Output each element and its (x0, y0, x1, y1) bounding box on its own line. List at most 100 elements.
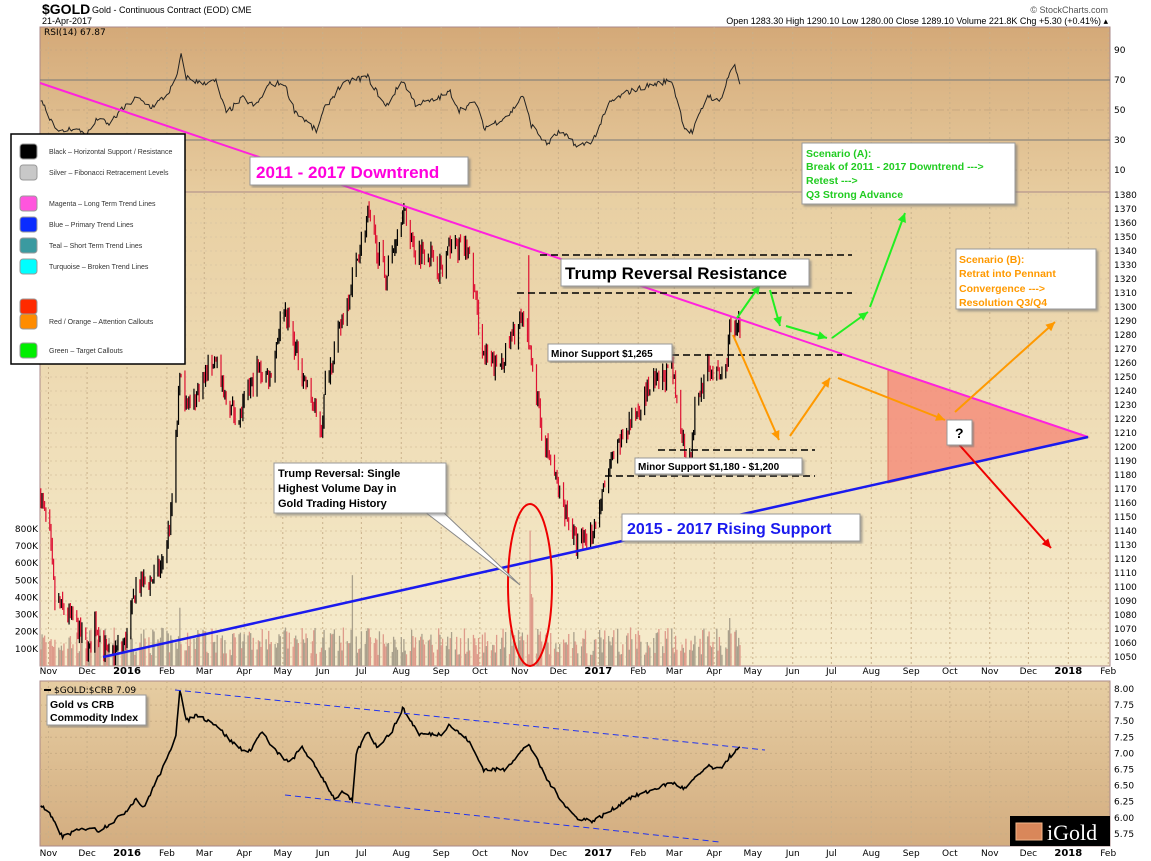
volume-bar (537, 629, 539, 666)
volume-bar (342, 627, 345, 666)
volume-bar (690, 640, 692, 666)
x-tick-label: Nov (511, 849, 529, 859)
ratio-label: $GOLD:$CRB 7.09 (54, 686, 136, 696)
ratio-tick-label: 7.00 (1114, 749, 1134, 759)
volume-bar (166, 630, 168, 666)
volume-bar (517, 630, 520, 666)
volume-bar (69, 636, 72, 666)
volume-bar (492, 644, 494, 666)
volume-bar (346, 641, 348, 666)
volume-bar (607, 635, 610, 666)
price-tick-label: 1380 (1114, 191, 1137, 201)
volume-bar (465, 653, 467, 666)
volume-bar (376, 639, 378, 666)
volume-bar (441, 638, 444, 666)
volume-bar (467, 638, 469, 666)
legend-swatch (19, 195, 38, 212)
volume-bar (176, 648, 178, 666)
volume-bar (546, 632, 548, 666)
volume-bar (689, 649, 691, 666)
volume-bar (140, 633, 142, 666)
svg-text:Retest --->: Retest ---> (806, 175, 858, 187)
stockcharts-credit[interactable]: © StockCharts.com (1030, 5, 1108, 15)
volume-bar (501, 637, 503, 666)
volume-bar (553, 648, 556, 666)
volume-bar (532, 597, 534, 666)
volume-bar (221, 635, 223, 666)
volume-bar (685, 638, 687, 666)
volume-bar (466, 651, 468, 666)
price-tick-label: 1210 (1114, 429, 1137, 439)
volume-bar (508, 654, 511, 666)
ratio-tick-label: 7.75 (1114, 701, 1134, 711)
price-tick-label: 1160 (1114, 499, 1137, 509)
volume-bar (619, 654, 621, 666)
legend-swatch (19, 258, 38, 275)
volume-bar (445, 645, 448, 666)
volume-bars (40, 530, 741, 666)
volume-bar (475, 645, 477, 666)
green-arrow-head (773, 316, 782, 326)
x-tick-label: Feb (1100, 667, 1116, 677)
volume-bar (412, 636, 414, 666)
x-tick-label: May (744, 667, 763, 677)
gold-vs-crb-label: Gold vs CRB Commodity Index (46, 694, 147, 726)
blue-rising-support-line (102, 435, 1089, 659)
igold-logo[interactable]: iGold (1010, 816, 1110, 846)
x-tick-label: Feb (159, 849, 175, 859)
volume-bar (301, 628, 303, 666)
legend-label: Green – Target Callouts (49, 348, 123, 355)
svg-text:Gold Trading History: Gold Trading History (278, 498, 388, 510)
volume-bar (349, 643, 351, 666)
x-tick-label: Feb (159, 667, 175, 677)
volume-bar (730, 633, 732, 666)
volume-bar (391, 651, 393, 666)
price-tick-label: 1110 (1114, 569, 1137, 579)
annotations (39, 82, 1090, 843)
x-tick-label: Sep (433, 667, 450, 677)
volume-tick-label: 300K (15, 611, 39, 621)
volume-bar (604, 630, 606, 666)
volume-spike-circle (507, 503, 553, 667)
volume-bar (535, 653, 538, 666)
svg-text:Trump Reversal: Single: Trump Reversal: Single (278, 468, 400, 480)
x-tick-label: Oct (942, 667, 958, 677)
price-tick-label: 1100 (1114, 583, 1137, 593)
volume-bar (341, 650, 343, 666)
volume-bar (574, 641, 576, 666)
volume-bar (212, 642, 214, 666)
volume-bar (432, 652, 435, 666)
price-tick-label: 1120 (1114, 555, 1137, 565)
volume-bar (601, 652, 603, 666)
volume-bar (203, 631, 205, 666)
volume-bar (153, 631, 155, 666)
volume-bar (305, 633, 307, 666)
volume-bar (403, 639, 405, 666)
volume-bar (436, 649, 439, 666)
volume-bar (595, 639, 597, 666)
x-tick-label: Aug (863, 849, 881, 859)
volume-bar (224, 640, 226, 666)
svg-text:Minor Support $1,265: Minor Support $1,265 (551, 349, 653, 360)
volume-bar (557, 652, 560, 666)
volume-bar (401, 652, 404, 666)
volume-bar (72, 644, 74, 666)
volume-bar (141, 648, 144, 666)
price-tick-label: 1050 (1114, 653, 1137, 663)
volume-bar (571, 648, 574, 666)
x-tick-label: Feb (630, 667, 646, 677)
volume-bar (211, 628, 213, 666)
volume-bar (638, 635, 641, 666)
x-tick-label: Oct (472, 667, 488, 677)
volume-bar (234, 637, 236, 666)
volume-bar (295, 635, 297, 666)
volume-bar (331, 634, 333, 666)
orange-arrow-head (1045, 322, 1055, 332)
trump-reversal-callout: Trump Reversal: Single Highest Volume Da… (273, 462, 521, 586)
volume-bar (474, 638, 476, 666)
volume-bar (364, 643, 366, 666)
minor-support-1265-label: Minor Support $1,265 (547, 343, 673, 362)
volume-bar (293, 638, 296, 666)
volume-bar (419, 636, 422, 666)
chart-header: $GOLD Gold - Continuous Contract (EOD) C… (42, 1, 1108, 26)
